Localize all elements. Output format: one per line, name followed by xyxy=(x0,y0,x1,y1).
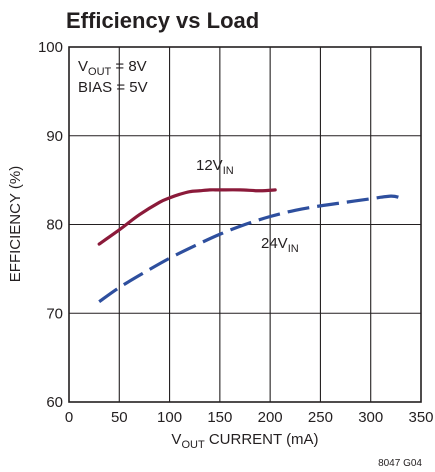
x-tick-label: 300 xyxy=(358,409,383,426)
x-tick-label: 0 xyxy=(65,409,73,426)
y-axis-label: EFFICIENCY (%) xyxy=(7,166,24,282)
condition-bias: BIAS = 5V xyxy=(78,79,148,96)
x-tick-label: 150 xyxy=(207,409,232,426)
x-axis-label: VOUT CURRENT (mA) xyxy=(171,431,318,451)
conditions-legend: VOUT = 8V BIAS = 5V xyxy=(78,58,148,96)
x-tick-label: 250 xyxy=(308,409,333,426)
plot-frame xyxy=(68,46,422,403)
y-tick-label: 100 xyxy=(38,39,63,56)
y-tick-label: 90 xyxy=(46,128,63,145)
y-tick-label: 70 xyxy=(46,305,63,322)
series-label-12vin: 12VIN xyxy=(196,157,234,177)
x-tick-label: 50 xyxy=(111,409,128,426)
y-tick-label: 60 xyxy=(46,394,63,411)
chart-title: Efficiency vs Load xyxy=(66,8,259,33)
x-tick-label: 350 xyxy=(408,409,433,426)
condition-vout: VOUT = 8V xyxy=(78,58,147,78)
series-label-24vin: 24VIN xyxy=(261,235,299,255)
y-tick-label: 80 xyxy=(46,217,63,234)
x-tick-label: 100 xyxy=(157,409,182,426)
series-12vin-line xyxy=(97,188,277,246)
y-tick-labels: 60 70 80 90 100 xyxy=(38,39,63,411)
figure-code: 8047 G04 xyxy=(378,458,422,469)
x-tick-labels: 0 50 100 150 200 250 300 350 xyxy=(65,409,434,426)
x-tick-label: 200 xyxy=(258,409,283,426)
